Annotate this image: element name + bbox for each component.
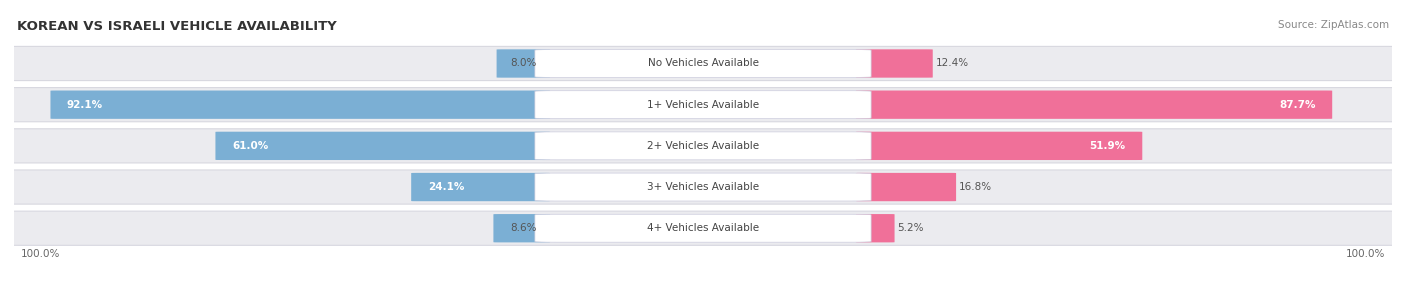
FancyBboxPatch shape bbox=[411, 173, 550, 201]
Text: No Vehicles Available: No Vehicles Available bbox=[648, 59, 758, 68]
FancyBboxPatch shape bbox=[534, 49, 872, 78]
Text: 4+ Vehicles Available: 4+ Vehicles Available bbox=[647, 223, 759, 233]
Text: 2+ Vehicles Available: 2+ Vehicles Available bbox=[647, 141, 759, 151]
FancyBboxPatch shape bbox=[856, 173, 956, 201]
FancyBboxPatch shape bbox=[496, 49, 550, 78]
Text: 1+ Vehicles Available: 1+ Vehicles Available bbox=[647, 100, 759, 110]
Text: Source: ZipAtlas.com: Source: ZipAtlas.com bbox=[1278, 20, 1389, 30]
FancyBboxPatch shape bbox=[856, 214, 894, 243]
Text: KOREAN VS ISRAELI VEHICLE AVAILABILITY: KOREAN VS ISRAELI VEHICLE AVAILABILITY bbox=[17, 20, 336, 33]
Text: 87.7%: 87.7% bbox=[1279, 100, 1316, 110]
Text: 100.0%: 100.0% bbox=[1346, 249, 1385, 259]
FancyBboxPatch shape bbox=[215, 132, 550, 160]
FancyBboxPatch shape bbox=[0, 170, 1406, 204]
Text: 16.8%: 16.8% bbox=[959, 182, 993, 192]
Text: 8.0%: 8.0% bbox=[510, 59, 536, 68]
FancyBboxPatch shape bbox=[0, 211, 1406, 245]
FancyBboxPatch shape bbox=[856, 90, 1333, 119]
FancyBboxPatch shape bbox=[856, 132, 1142, 160]
FancyBboxPatch shape bbox=[494, 214, 550, 243]
FancyBboxPatch shape bbox=[534, 173, 872, 201]
Text: 12.4%: 12.4% bbox=[935, 59, 969, 68]
FancyBboxPatch shape bbox=[856, 49, 932, 78]
FancyBboxPatch shape bbox=[51, 90, 550, 119]
Text: 61.0%: 61.0% bbox=[232, 141, 269, 151]
FancyBboxPatch shape bbox=[0, 46, 1406, 81]
FancyBboxPatch shape bbox=[534, 132, 872, 160]
FancyBboxPatch shape bbox=[0, 88, 1406, 122]
Text: 3+ Vehicles Available: 3+ Vehicles Available bbox=[647, 182, 759, 192]
FancyBboxPatch shape bbox=[534, 91, 872, 119]
FancyBboxPatch shape bbox=[534, 214, 872, 242]
Text: 5.2%: 5.2% bbox=[897, 223, 924, 233]
Text: 92.1%: 92.1% bbox=[67, 100, 103, 110]
Text: 24.1%: 24.1% bbox=[427, 182, 464, 192]
Text: 100.0%: 100.0% bbox=[21, 249, 60, 259]
Text: 51.9%: 51.9% bbox=[1090, 141, 1126, 151]
FancyBboxPatch shape bbox=[0, 129, 1406, 163]
Text: 8.6%: 8.6% bbox=[510, 223, 536, 233]
